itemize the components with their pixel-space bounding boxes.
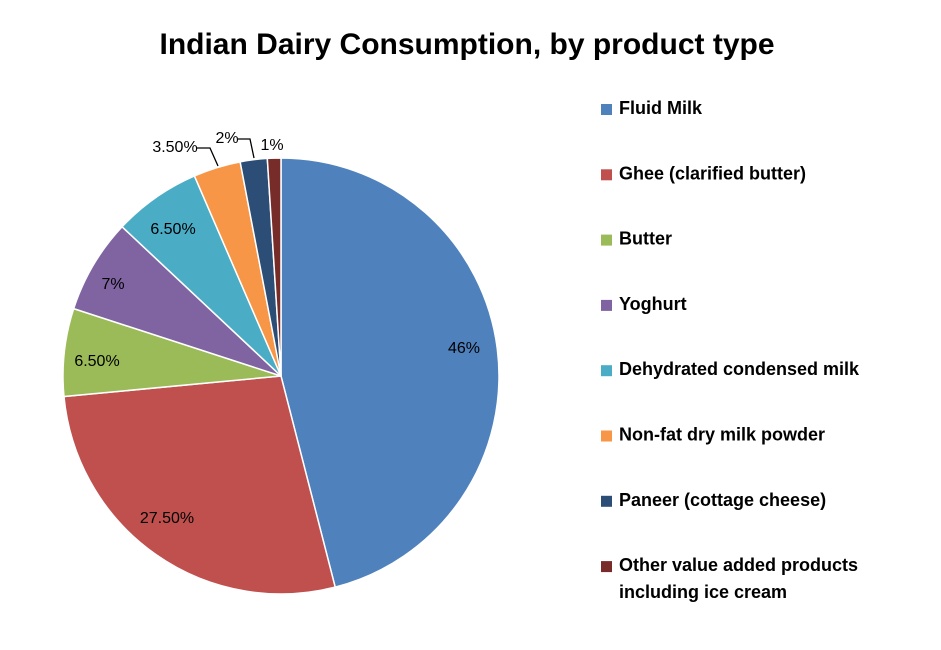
legend-item-other-value-added-products-including-ice-cream: Other value added products including ice … bbox=[601, 555, 858, 602]
legend-label-other-value-added-products-including-ice-cream: Other value added products including ice … bbox=[619, 555, 858, 602]
legend-item-yoghurt: Yoghurt bbox=[601, 294, 687, 314]
legend-label-dehydrated-condensed-milk: Dehydrated condensed milk bbox=[619, 359, 860, 379]
pie-slice-other-value-added-products-including-ice-cream bbox=[266, 157, 282, 377]
data-label-other-value-added-products-including-ice-cream: 1% bbox=[260, 137, 283, 154]
data-label-dehydrated-condensed-milk: 6.50% bbox=[150, 221, 195, 238]
legend-item-dehydrated-condensed-milk: Dehydrated condensed milk bbox=[601, 359, 860, 379]
legend-swatch-non-fat-dry-milk-powder bbox=[601, 430, 612, 442]
legend: Fluid Milk Ghee (clarified butter) Butter Y… bbox=[601, 98, 860, 602]
legend-label-ghee-clarified-butter: Ghee (clarified butter) bbox=[619, 163, 806, 183]
chart-title: Indian Dairy Consumption, by product typ… bbox=[159, 28, 774, 61]
legend-item-non-fat-dry-milk-powder: Non-fat dry milk powder bbox=[601, 424, 825, 444]
legend-label-non-fat-dry-milk-powder: Non-fat dry milk powder bbox=[619, 424, 825, 444]
data-label-butter: 6.50% bbox=[74, 353, 119, 370]
data-label-non-fat-dry-milk-powder: 3.50% bbox=[152, 139, 197, 156]
legend-swatch-ghee-clarified-butter bbox=[601, 169, 612, 181]
legend-swatch-paneer-cottage-cheese bbox=[601, 495, 612, 507]
legend-label-yoghurt: Yoghurt bbox=[619, 294, 687, 314]
legend-item-paneer-cottage-cheese: Paneer (cottage cheese) bbox=[601, 490, 826, 510]
data-label-ghee-clarified-butter: 27.50% bbox=[140, 510, 194, 527]
legend-swatch-other-value-added-products-including-ice-cream bbox=[601, 561, 612, 573]
data-label-yoghurt: 7% bbox=[101, 276, 124, 293]
legend-swatch-butter bbox=[601, 234, 612, 246]
legend-swatch-fluid-milk bbox=[601, 104, 612, 115]
legend-item-ghee-clarified-butter: Ghee (clarified butter) bbox=[601, 163, 806, 183]
pie-slices bbox=[62, 157, 500, 595]
leader-line-non-fat-dry-milk-powder bbox=[197, 147, 219, 167]
legend-label-fluid-milk: Fluid Milk bbox=[619, 98, 703, 118]
legend-item-fluid-milk: Fluid Milk bbox=[601, 98, 703, 118]
legend-swatch-yoghurt bbox=[601, 299, 612, 311]
legend-item-butter: Butter bbox=[601, 228, 672, 248]
leader-line-paneer-cottage-cheese bbox=[238, 138, 255, 159]
legend-label-paneer-cottage-cheese: Paneer (cottage cheese) bbox=[619, 490, 826, 510]
data-label-paneer-cottage-cheese: 2% bbox=[215, 130, 238, 147]
leader-lines bbox=[197, 138, 255, 167]
legend-label-butter: Butter bbox=[619, 228, 672, 248]
pie-slice-ghee-clarified-butter bbox=[63, 375, 337, 595]
legend-swatch-dehydrated-condensed-milk bbox=[601, 365, 612, 377]
pie-slice-fluid-milk bbox=[280, 157, 500, 589]
data-label-fluid-milk: 46% bbox=[448, 340, 480, 357]
data-labels: 46% 27.50% 6.50% 7% 6.50% 3.50% 2% 1% bbox=[74, 130, 480, 527]
